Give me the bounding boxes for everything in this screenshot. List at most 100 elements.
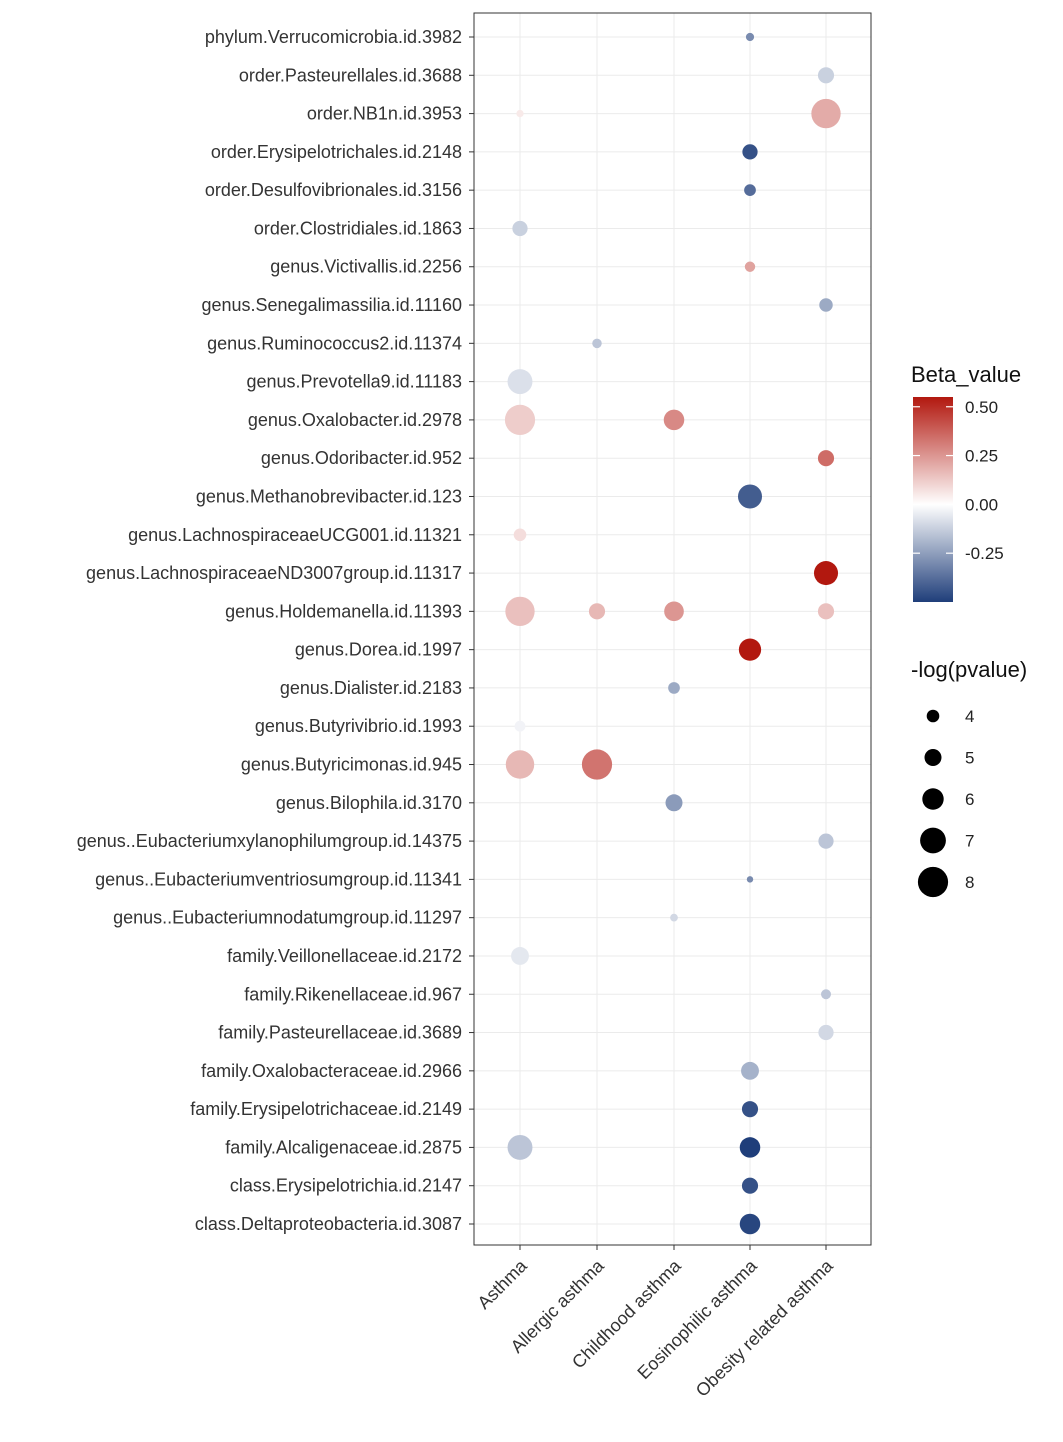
size-legend-label: 5 [965,749,974,768]
y-tick-label: order.Pasteurellales.id.3688 [239,65,462,85]
data-point [746,876,754,883]
y-axis-ticks [469,36,474,1225]
y-tick-label: genus..Eubacteriumnodatumgroup.id.11297 [113,908,462,928]
color-legend-label: 0.50 [965,398,998,417]
data-point [664,601,684,622]
data-point [741,1101,759,1118]
data-point [821,989,831,1000]
y-tick-label: genus.LachnospiraceaeND3007group.id.1131… [86,563,462,583]
data-point [738,638,762,661]
size-legend-label: 4 [965,707,974,726]
size-legend-label: 7 [965,832,974,851]
y-tick-label: genus..Eubacteriumxylanophilumgroup.id.1… [77,831,462,851]
y-tick-label: genus.Senegalimassilia.id.11160 [201,295,462,315]
y-tick-label: family.Oxalobacteraceae.id.2966 [201,1061,462,1081]
data-point [511,947,529,965]
data-point [739,1137,761,1158]
y-tick-label: genus..Eubacteriumventriosumgroup.id.113… [95,869,462,889]
data-point [504,404,536,436]
y-tick-label: genus.Holdemanella.id.11393 [225,601,462,621]
color-legend-label: -0.25 [965,544,1004,563]
x-tick-label: Asthma [474,1255,532,1313]
y-tick-label: genus.Dorea.id.1997 [295,640,462,660]
color-legend-label: 0.00 [965,495,998,514]
data-point [817,603,835,620]
y-tick-label: genus.Bilophila.id.3170 [276,793,462,813]
data-point [813,561,839,586]
y-tick-label: genus.Prevotella9.id.11183 [247,372,463,392]
grid-layer [474,13,871,1245]
data-point [818,833,834,849]
data-point [744,184,756,197]
data-point [670,913,678,922]
data-points [504,32,841,1235]
y-axis-labels: phylum.Verrucomicrobia.id.3982 order.Past… [77,27,462,1234]
data-point [811,98,841,129]
data-point [741,1177,759,1194]
color-legend-ticks: 0.50 0.25 0.00 -0.25 [913,398,1004,563]
y-tick-label: genus.LachnospiraceaeUCG001.id.11321 [128,525,462,545]
plot-panel-border [473,12,872,1246]
y-tick-label: order.Erysipelotrichales.id.2148 [211,142,462,162]
color-legend-label: 0.25 [965,447,998,466]
size-legend-label: 6 [965,790,974,809]
y-tick-label: class.Erysipelotrichia.id.2147 [230,1176,462,1196]
size-legend-dot [917,866,949,898]
y-tick-label: genus.Victivallis.id.2256 [270,257,462,277]
y-tick-label: family.Veillonellaceae.id.2172 [227,946,462,966]
y-tick-label: genus.Oxalobacter.id.2978 [248,410,462,430]
size-legend-dot [926,709,940,723]
size-legend-dot [922,788,944,810]
x-tick-label: Obesity related asthma [692,1255,838,1401]
size-legend-dot [924,749,942,766]
color-legend: Beta_value 0.50 0.25 0.00 -0.25 [911,362,1021,602]
data-point [514,720,526,732]
y-tick-label: genus.Ruminococcus2.id.11374 [207,333,462,353]
data-point [818,1024,834,1041]
data-point [507,369,533,395]
data-point [663,409,685,431]
y-tick-label: order.NB1n.id.3953 [307,104,462,124]
data-point [817,450,835,467]
data-point [505,596,535,627]
data-point [817,67,835,84]
y-tick-label: genus.Butyrivibrio.id.1993 [255,716,462,736]
data-point [668,682,680,694]
color-legend-title: Beta_value [911,362,1021,387]
y-tick-label: class.Deltaproteobacteria.id.3087 [195,1214,462,1234]
data-point [819,298,833,312]
data-point [737,484,763,509]
y-tick-label: family.Rikenellaceae.id.967 [244,984,462,1004]
y-tick-label: family.Pasteurellaceae.id.3689 [218,1023,462,1043]
data-point [581,749,613,780]
data-point [744,261,756,272]
data-point [742,144,758,160]
size-legend-label: 8 [965,873,974,892]
data-point [745,32,755,42]
y-tick-label: genus.Dialister.id.2183 [280,678,462,698]
data-point [665,794,683,812]
y-tick-label: phylum.Verrucomicrobia.id.3982 [205,27,462,47]
x-axis-ticks [519,1245,827,1250]
data-point [512,220,528,237]
size-legend-items: 4 5 6 7 8 [917,707,974,898]
size-legend-dot [920,827,946,854]
data-point [592,338,602,349]
data-point [505,750,535,779]
size-legend-title: -log(pvalue) [911,657,1027,682]
data-point [507,1134,533,1160]
data-point [739,1213,761,1235]
y-tick-label: family.Alcaligenaceae.id.2875 [225,1137,462,1157]
data-point [741,1061,759,1080]
y-tick-label: genus.Methanobrevibacter.id.123 [196,486,462,506]
y-tick-label: genus.Odoribacter.id.952 [261,448,462,468]
y-tick-label: order.Desulfovibrionales.id.3156 [205,180,462,200]
y-tick-label: genus.Butyricimonas.id.945 [241,755,462,775]
data-point [513,528,527,542]
data-point [516,109,524,118]
color-legend-bar [913,397,953,602]
data-point [588,603,606,620]
